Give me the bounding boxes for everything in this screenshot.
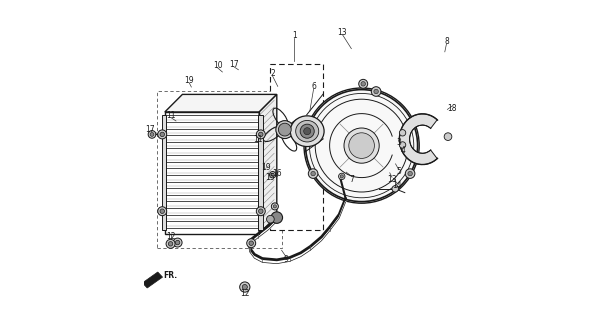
Text: 17: 17 <box>145 125 155 134</box>
Circle shape <box>303 128 311 135</box>
Text: 17: 17 <box>229 60 238 68</box>
Polygon shape <box>258 115 263 230</box>
Polygon shape <box>259 94 277 234</box>
Text: 15: 15 <box>266 173 275 182</box>
Circle shape <box>271 173 274 176</box>
Circle shape <box>308 169 318 179</box>
Text: 6: 6 <box>311 82 316 91</box>
Circle shape <box>273 205 277 208</box>
Text: 11: 11 <box>253 135 262 144</box>
Circle shape <box>340 175 344 178</box>
Text: 2: 2 <box>271 69 275 78</box>
Circle shape <box>371 87 381 96</box>
Circle shape <box>359 79 368 88</box>
Circle shape <box>257 207 265 216</box>
Circle shape <box>304 88 419 203</box>
Circle shape <box>269 172 276 178</box>
Circle shape <box>361 82 365 86</box>
Circle shape <box>349 133 375 158</box>
Circle shape <box>408 172 412 176</box>
Text: 10: 10 <box>213 61 223 70</box>
Polygon shape <box>142 272 162 288</box>
Text: 14: 14 <box>392 181 402 190</box>
Circle shape <box>311 172 316 176</box>
Circle shape <box>271 203 278 210</box>
Circle shape <box>157 130 167 139</box>
Circle shape <box>278 123 291 136</box>
Circle shape <box>168 242 173 246</box>
Text: 18: 18 <box>447 104 457 113</box>
Circle shape <box>160 209 165 213</box>
Text: 19: 19 <box>261 163 271 172</box>
Text: 3: 3 <box>396 138 401 147</box>
Polygon shape <box>162 115 167 230</box>
Circle shape <box>242 284 247 290</box>
Text: 19: 19 <box>185 76 194 85</box>
Circle shape <box>257 130 265 139</box>
Circle shape <box>344 128 379 163</box>
Circle shape <box>276 121 294 139</box>
Circle shape <box>150 132 154 136</box>
Polygon shape <box>165 112 259 234</box>
Circle shape <box>444 133 452 140</box>
Circle shape <box>249 241 254 245</box>
Circle shape <box>175 240 180 245</box>
Text: 13: 13 <box>387 175 397 184</box>
Circle shape <box>240 282 250 292</box>
Text: FR.: FR. <box>164 271 178 280</box>
Circle shape <box>160 132 165 137</box>
Circle shape <box>247 239 256 248</box>
Text: 12: 12 <box>240 289 249 298</box>
Circle shape <box>399 130 406 136</box>
Circle shape <box>406 169 415 179</box>
Text: 5: 5 <box>396 167 401 176</box>
Text: 9: 9 <box>284 255 289 264</box>
Circle shape <box>374 89 378 94</box>
Circle shape <box>300 124 314 138</box>
Polygon shape <box>399 114 437 164</box>
Circle shape <box>339 173 345 180</box>
Circle shape <box>148 131 156 138</box>
Circle shape <box>271 212 283 223</box>
Text: 8: 8 <box>444 37 449 46</box>
Circle shape <box>399 142 406 148</box>
Text: 16: 16 <box>272 169 282 178</box>
Ellipse shape <box>290 116 324 147</box>
Ellipse shape <box>295 120 319 142</box>
Circle shape <box>392 186 398 192</box>
Circle shape <box>258 132 263 137</box>
Text: 13: 13 <box>337 28 347 36</box>
Text: 1: 1 <box>292 31 297 40</box>
Text: 7: 7 <box>350 175 354 184</box>
Circle shape <box>157 207 167 216</box>
Circle shape <box>166 239 175 248</box>
Polygon shape <box>271 64 323 230</box>
Text: 12: 12 <box>166 232 175 241</box>
Text: 11: 11 <box>167 111 176 120</box>
Text: 4: 4 <box>401 146 406 155</box>
Circle shape <box>258 209 263 213</box>
Circle shape <box>173 238 182 247</box>
Circle shape <box>266 215 274 223</box>
Polygon shape <box>165 94 277 112</box>
